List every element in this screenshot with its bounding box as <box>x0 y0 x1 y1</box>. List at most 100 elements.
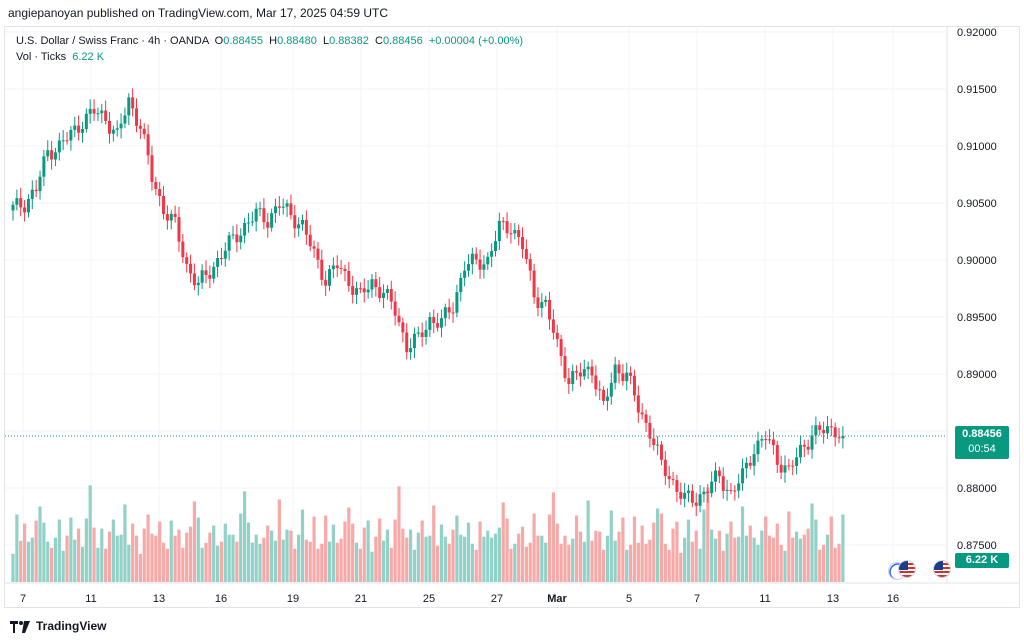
volume-bar <box>115 535 119 582</box>
volume-bar <box>710 529 714 582</box>
volume-bar <box>65 535 69 582</box>
candle-body <box>92 108 96 114</box>
candle-body <box>795 457 799 466</box>
volume-bar <box>142 528 146 582</box>
volume-bar <box>733 537 737 582</box>
volume-bar <box>212 525 216 582</box>
candle-body <box>787 465 791 467</box>
volume-label[interactable]: Vol · Ticks <box>16 51 67 63</box>
chart-canvas[interactable]: 0.92000 0.91500 0.91000 0.90500 0.90000 0.895… <box>5 27 1019 607</box>
price-tick-label: 0.88000 <box>957 483 997 495</box>
candle-body <box>339 267 343 269</box>
candle-body <box>532 270 536 298</box>
candle-body <box>196 282 200 286</box>
volume-bar <box>841 514 845 582</box>
candle-body <box>548 299 552 320</box>
volume-bar <box>501 502 505 582</box>
volume-bar <box>517 533 521 582</box>
candle-body <box>528 259 532 271</box>
candle-body <box>154 181 158 189</box>
candle-body <box>173 213 177 218</box>
volume-bar <box>544 542 548 582</box>
volume-bar <box>798 538 803 582</box>
chart-frame[interactable]: 0.92000 0.91500 0.91000 0.90500 0.90000 0.895… <box>4 26 1020 608</box>
candle-body <box>331 265 335 270</box>
us-flag-icon[interactable] <box>933 560 951 578</box>
symbol-title[interactable]: U.S. Dollar / Swiss Franc · 4h · OANDA <box>16 35 209 47</box>
volume-bar <box>96 547 100 582</box>
candle-body <box>443 307 447 319</box>
candle-body <box>135 108 139 126</box>
us-flag-icon[interactable] <box>898 560 916 578</box>
candle-body <box>744 462 748 469</box>
candle-body <box>169 213 173 221</box>
candle-body <box>482 264 486 270</box>
legend-volume-row: Vol · Ticks 6.22 K <box>16 49 523 65</box>
volume-bar <box>648 539 652 582</box>
tradingview-logo-icon <box>10 620 30 633</box>
candle-body <box>625 372 629 382</box>
volume-bar <box>254 534 258 582</box>
volume-bar <box>293 548 297 582</box>
volume-bar <box>582 541 586 582</box>
volume-bar <box>185 532 189 582</box>
volume-bar <box>339 538 343 582</box>
time-tick-label: 21 <box>355 593 367 605</box>
tradingview-logo[interactable]: TradingView <box>10 612 106 641</box>
time-tick-label: 27 <box>491 593 503 605</box>
candle-body <box>243 222 247 236</box>
candle-body <box>760 439 764 441</box>
volume-bar <box>744 535 748 582</box>
candle-body <box>536 297 540 308</box>
volume-bar <box>436 545 440 582</box>
volume-bar <box>277 499 281 582</box>
volume-bar <box>466 522 471 582</box>
candle-body <box>544 299 548 303</box>
volume-bar <box>825 534 830 582</box>
candle-body <box>621 373 625 382</box>
candle-body <box>351 285 355 295</box>
volume-bar <box>459 534 463 582</box>
candle-body <box>490 250 494 257</box>
candle-body <box>84 113 88 130</box>
volume-bar <box>289 530 293 582</box>
candle-body <box>277 206 281 208</box>
volume-bar <box>524 546 528 582</box>
candle-body <box>559 339 563 357</box>
volume-bar <box>559 543 563 582</box>
candle-body <box>567 378 571 385</box>
candle-body <box>358 288 362 290</box>
volume-bar <box>239 513 243 582</box>
volume-bar <box>300 509 305 582</box>
volume-bar <box>119 534 123 582</box>
candle-body <box>551 319 555 333</box>
candle-body <box>57 140 61 153</box>
volume-bar <box>316 548 320 582</box>
candle-body <box>513 229 517 234</box>
volume-bar <box>327 541 332 582</box>
candle-body <box>768 439 772 441</box>
candle-body <box>312 246 316 249</box>
candle-body <box>609 382 613 397</box>
candle-body <box>524 249 528 260</box>
candle-body <box>65 140 69 142</box>
volume-bar <box>15 514 19 582</box>
volume-bar <box>235 541 239 582</box>
volume-bar <box>46 541 50 582</box>
candle-body <box>509 233 513 235</box>
candle-body <box>752 454 756 466</box>
volume-bar <box>227 534 231 582</box>
volume-bar <box>270 530 274 582</box>
candle-body <box>833 427 837 438</box>
volume-bar <box>266 525 270 582</box>
volume-bar <box>331 524 335 582</box>
open-value: 0.88455 <box>223 35 263 47</box>
candle-body <box>181 241 185 258</box>
candle-body <box>478 259 482 270</box>
candle-body <box>343 268 347 272</box>
volume-bar <box>698 548 702 582</box>
candle-body <box>382 292 386 298</box>
volume-bar <box>104 548 108 582</box>
candle-body <box>802 444 806 447</box>
volume-bar <box>408 529 413 582</box>
